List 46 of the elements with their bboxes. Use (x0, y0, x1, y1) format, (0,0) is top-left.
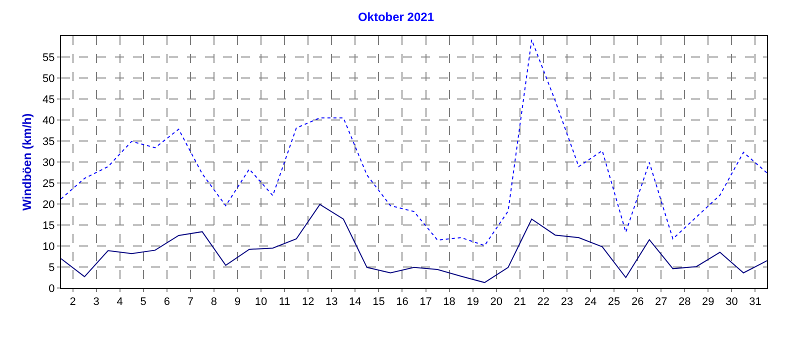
y-axis-title: Windböen (km/h) (20, 113, 34, 211)
y-tick-label: 50 (42, 72, 55, 85)
x-tick-label: 25 (608, 296, 620, 308)
y-tick-label: 5 (48, 262, 55, 274)
y-tick-label: 15 (42, 220, 55, 232)
x-tick-label: 24 (584, 296, 597, 308)
x-tick-label: 10 (254, 296, 268, 308)
x-tick-label: 22 (537, 296, 550, 308)
x-tick-label: 27 (654, 296, 668, 308)
x-tick-label: 18 (443, 296, 456, 308)
x-tick-label: 9 (234, 296, 241, 308)
x-tick-label: 8 (210, 296, 218, 308)
y-tick-label: 30 (42, 156, 55, 169)
line-series (61, 204, 767, 284)
y-tick-label: 0 (48, 282, 55, 295)
x-tick-label: 26 (631, 296, 644, 308)
x-tick-label: 4 (116, 296, 123, 308)
x-tick-label: 14 (349, 296, 362, 308)
line-series (61, 39, 767, 246)
y-tick-label: 55 (42, 52, 55, 64)
x-tick-label: 13 (326, 296, 338, 308)
x-tick-label: 28 (678, 296, 691, 308)
x-tick-label: 3 (93, 296, 100, 308)
x-tick-label: 17 (420, 296, 432, 308)
x-tick-label: 5 (140, 296, 146, 308)
x-tick-label: 21 (514, 296, 526, 308)
y-tick-label: 45 (42, 94, 55, 106)
x-tick-label: 11 (278, 296, 290, 308)
x-tick-label: 31 (749, 296, 762, 308)
x-tick-label: 2 (70, 296, 76, 308)
y-tick-label: 35 (42, 136, 55, 148)
x-tick-label: 16 (396, 296, 408, 308)
x-tick-label: 30 (726, 296, 738, 308)
y-tick-label: 25 (42, 178, 55, 190)
x-tick-label: 6 (164, 296, 170, 308)
chart-title: Oktober 2021 (358, 10, 434, 24)
y-tick-label: 40 (42, 114, 55, 127)
x-tick-label: 15 (372, 296, 385, 308)
x-tick-label: 29 (702, 296, 714, 308)
y-tick-label: 10 (42, 240, 55, 253)
x-tick-label: 12 (302, 296, 314, 308)
x-tick-label: 19 (466, 296, 479, 308)
x-tick-label: 23 (560, 296, 574, 308)
x-tick-label: 7 (187, 296, 194, 308)
y-tick-label: 20 (42, 198, 55, 211)
x-tick-label: 20 (490, 296, 502, 308)
